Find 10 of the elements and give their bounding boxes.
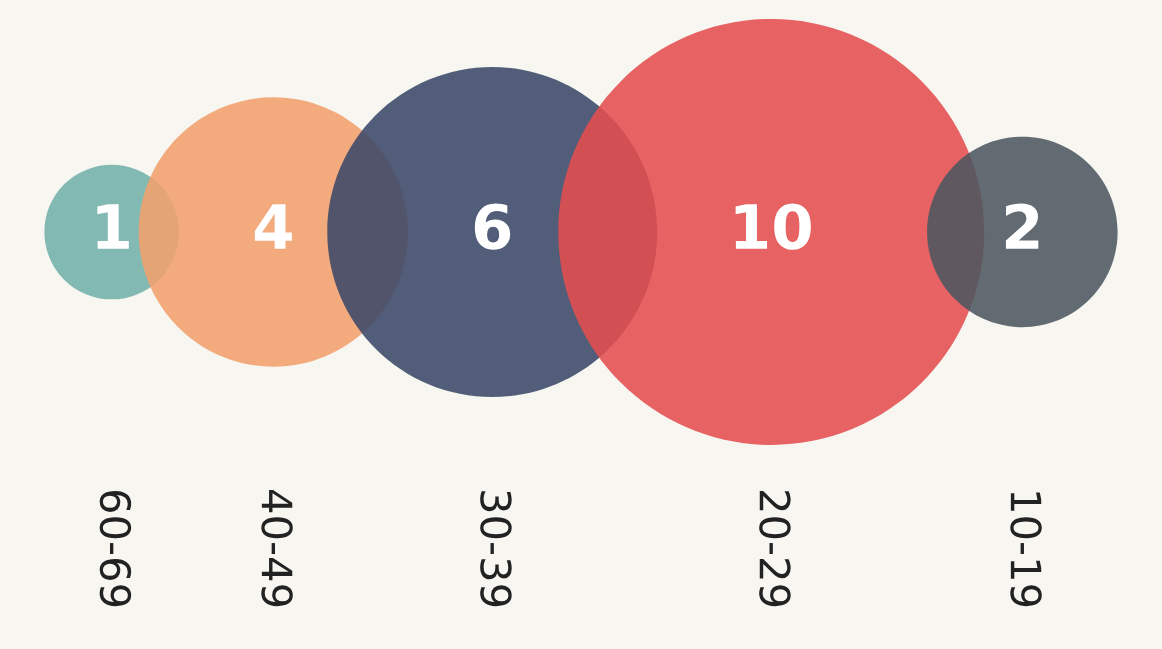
data-label: 10 xyxy=(735,203,811,250)
data-label: 6 xyxy=(474,203,511,250)
category-label: 60-69 xyxy=(99,490,132,607)
category-label: 10-19 xyxy=(1010,492,1042,607)
category-label: 30-39 xyxy=(480,491,512,607)
category-label: 20-29 xyxy=(759,491,791,607)
category-label: 40-49 xyxy=(261,490,293,607)
data-label: 4 xyxy=(254,204,292,249)
data-label: 1 xyxy=(97,204,129,249)
data-label: 2 xyxy=(1005,203,1039,249)
